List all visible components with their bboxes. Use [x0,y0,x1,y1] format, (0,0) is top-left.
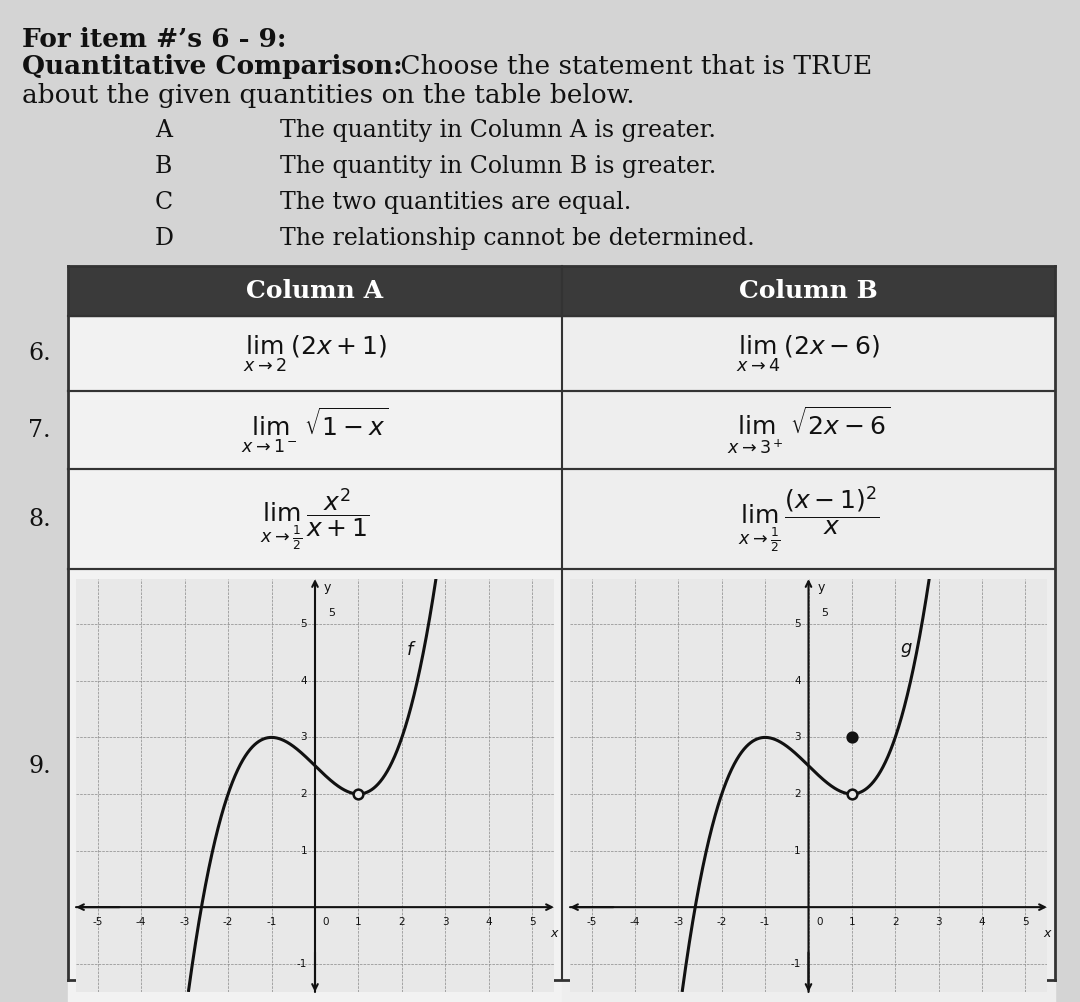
Text: A: A [156,119,172,142]
Text: 1: 1 [300,846,307,856]
Text: 5: 5 [794,619,800,629]
Bar [68,391,562,469]
Text: y: y [818,581,824,594]
Text: $\underset{x\to 2}{\lim}\,(2x+1)$: $\underset{x\to 2}{\lim}\,(2x+1)$ [243,334,387,374]
Bar [68,266,1055,316]
Text: $\underset{x\to\frac{1}{2}}{\lim}\,\dfrac{x^2}{x+1}$: $\underset{x\to\frac{1}{2}}{\lim}\,\dfra… [260,486,369,552]
Text: 1: 1 [849,917,855,927]
Text: 3: 3 [794,732,800,742]
Text: 5: 5 [1022,917,1028,927]
Text: 4: 4 [794,675,800,685]
Text: D: D [156,227,174,250]
Text: -5: -5 [93,917,103,927]
Text: -2: -2 [222,917,233,927]
Text: The two quantities are equal.: The two quantities are equal. [280,191,632,214]
Text: -1: -1 [791,959,800,969]
Text: 0: 0 [323,917,329,927]
Text: 8.: 8. [28,507,51,530]
Text: Column A: Column A [246,279,383,303]
Text: For item #’s 6 - 9:: For item #’s 6 - 9: [22,27,286,52]
Text: 5: 5 [300,619,307,629]
Text: $\underset{x\to\frac{1}{2}}{\lim}\,\dfrac{(x-1)^2}{x}$: $\underset{x\to\frac{1}{2}}{\lim}\,\dfra… [738,484,879,554]
Text: The quantity in Column A is greater.: The quantity in Column A is greater. [280,119,716,142]
Text: The quantity in Column B is greater.: The quantity in Column B is greater. [280,155,716,178]
Text: $\lim_{x\to 1}f(x)$: $\lim_{x\to 1}f(x)$ [83,604,147,636]
Text: x: x [1043,927,1051,940]
Text: 2: 2 [300,789,307,799]
Text: x: x [551,927,557,940]
Text: -4: -4 [630,917,640,927]
Text: 5: 5 [822,608,828,618]
Text: Column B: Column B [739,279,878,303]
Text: 0: 0 [816,917,823,927]
Text: $f$: $f$ [406,641,417,659]
Text: 7.: 7. [28,419,51,442]
Text: B: B [156,155,173,178]
Text: -2: -2 [717,917,727,927]
Text: The relationship cannot be determined.: The relationship cannot be determined. [280,227,755,250]
Bar [562,569,1055,1002]
Text: 3: 3 [300,732,307,742]
Text: 4: 4 [486,917,492,927]
Text: -1: -1 [760,917,770,927]
Text: -3: -3 [179,917,190,927]
Bar [68,469,562,569]
Text: C: C [156,191,173,214]
Text: -3: -3 [673,917,684,927]
Text: $\underset{x\to 3^+}{\lim}\,\sqrt{2x-6}$: $\underset{x\to 3^+}{\lim}\,\sqrt{2x-6}$ [727,404,890,456]
Text: 2: 2 [892,917,899,927]
Bar [68,316,562,391]
Text: 3: 3 [935,917,942,927]
Text: $g$: $g$ [900,641,913,659]
Text: 3: 3 [442,917,448,927]
Text: about the given quantities on the table below.: about the given quantities on the table … [22,83,635,108]
Text: 5: 5 [328,608,335,618]
Text: -1: -1 [297,959,307,969]
Text: 2: 2 [794,789,800,799]
Text: 1: 1 [794,846,800,856]
Bar [562,391,1055,469]
Text: Quantitative Comparison:: Quantitative Comparison: [22,54,403,79]
Text: 2: 2 [399,917,405,927]
Text: -4: -4 [136,917,147,927]
Text: 4: 4 [978,917,985,927]
Text: -5: -5 [586,917,597,927]
Bar [68,569,562,1002]
Text: -1: -1 [267,917,276,927]
Text: 9.: 9. [28,755,51,778]
Bar [562,469,1055,569]
Bar [562,316,1055,391]
Text: Choose the statement that is TRUE: Choose the statement that is TRUE [392,54,873,79]
Text: $\underset{x\to 4}{\lim}\,(2x-6)$: $\underset{x\to 4}{\lim}\,(2x-6)$ [737,334,880,374]
Text: 6.: 6. [28,342,51,365]
Text: 5: 5 [529,917,536,927]
Text: $\underset{x\to 1^-}{\lim}\,\sqrt{1-x}$: $\underset{x\to 1^-}{\lim}\,\sqrt{1-x}$ [241,405,389,455]
Text: y: y [324,581,332,594]
Text: 1: 1 [355,917,362,927]
Text: $\lim_{x\to 1^+}g(x)$: $\lim_{x\to 1^+}g(x)$ [577,604,656,638]
Text: 4: 4 [300,675,307,685]
